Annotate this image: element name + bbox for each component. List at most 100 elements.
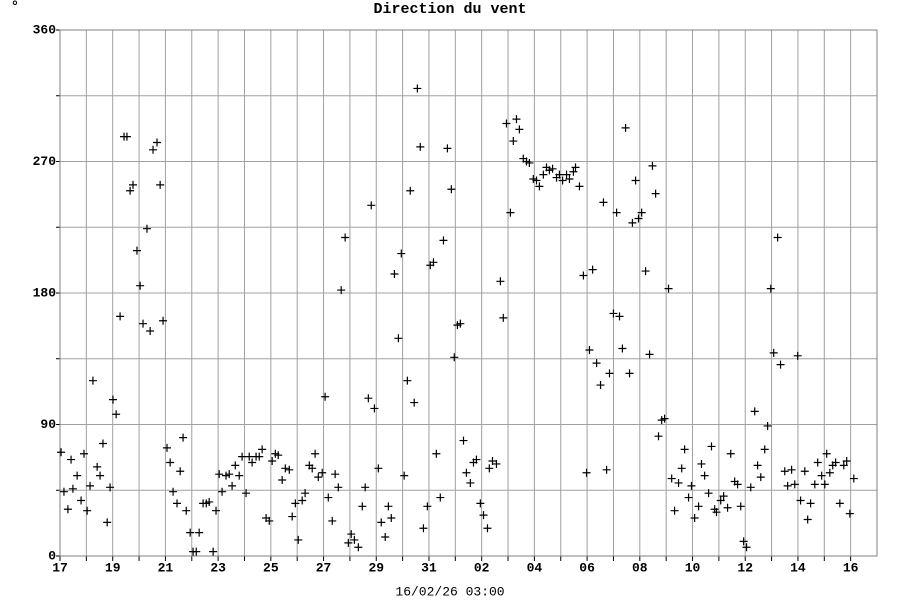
x-tick-label: 10: [685, 560, 701, 575]
marker: [456, 319, 465, 328]
marker: [621, 123, 630, 132]
marker: [555, 170, 564, 179]
marker: [742, 543, 751, 552]
marker: [83, 506, 92, 515]
marker: [479, 511, 488, 520]
x-tick-label: 12: [737, 560, 753, 575]
marker: [212, 506, 221, 515]
marker: [331, 470, 340, 479]
marker: [443, 144, 452, 153]
marker: [390, 270, 399, 279]
marker: [562, 170, 571, 179]
marker: [569, 167, 578, 176]
chart-title: Direction du vent: [373, 1, 526, 18]
marker: [637, 208, 646, 217]
marker: [592, 359, 601, 368]
marker: [793, 351, 802, 360]
marker: [235, 471, 244, 480]
marker: [680, 445, 689, 454]
marker: [476, 499, 485, 508]
marker: [381, 533, 390, 542]
marker: [228, 481, 237, 490]
marker: [654, 432, 663, 441]
marker: [142, 224, 151, 233]
x-tick-label: 25: [263, 560, 279, 575]
marker: [674, 478, 683, 487]
marker: [492, 459, 501, 468]
marker: [483, 524, 492, 533]
marker: [773, 233, 782, 242]
marker: [314, 473, 323, 482]
marker: [800, 467, 809, 476]
marker: [354, 543, 363, 552]
marker: [625, 369, 634, 378]
marker: [59, 487, 68, 496]
marker: [664, 284, 673, 293]
y-tick-label: 360: [33, 22, 57, 37]
marker: [166, 458, 175, 467]
marker: [694, 502, 703, 511]
marker: [112, 410, 121, 419]
marker: [515, 125, 524, 134]
marker: [502, 119, 511, 128]
marker: [707, 442, 716, 451]
marker: [618, 344, 627, 353]
marker: [667, 474, 676, 483]
marker: [532, 176, 541, 185]
x-tick-label: 21: [158, 560, 174, 575]
marker: [291, 499, 300, 508]
marker: [93, 462, 102, 471]
marker: [139, 319, 148, 328]
marker: [723, 503, 732, 512]
marker: [182, 506, 191, 515]
marker: [67, 455, 76, 464]
marker: [599, 198, 608, 207]
marker: [585, 345, 594, 354]
marker: [169, 487, 178, 496]
marker: [132, 246, 141, 255]
marker: [733, 480, 742, 489]
marker: [285, 465, 294, 474]
marker: [384, 502, 393, 511]
x-tick-label: 06: [579, 560, 595, 575]
marker: [700, 471, 709, 480]
marker: [766, 284, 775, 293]
marker: [588, 265, 597, 274]
marker: [248, 458, 257, 467]
marker: [265, 516, 274, 525]
marker: [615, 312, 624, 321]
marker: [641, 267, 650, 276]
marker: [318, 468, 327, 477]
marker: [571, 163, 580, 172]
x-tick-label: 16: [843, 560, 859, 575]
marker: [129, 180, 138, 189]
marker: [176, 467, 185, 476]
marker: [413, 84, 422, 93]
marker: [215, 470, 224, 479]
marker: [690, 514, 699, 523]
marker: [245, 452, 254, 461]
marker: [321, 392, 330, 401]
marker: [796, 496, 805, 505]
marker: [377, 518, 386, 527]
marker: [579, 271, 588, 280]
marker: [462, 468, 471, 477]
marker: [106, 483, 115, 492]
marker: [308, 464, 317, 473]
marker: [612, 208, 621, 217]
marker: [423, 502, 432, 511]
marker: [548, 164, 557, 173]
marker: [763, 421, 772, 430]
marker: [697, 459, 706, 468]
marker: [98, 439, 107, 448]
marker: [787, 465, 796, 474]
marker: [558, 176, 567, 185]
marker: [146, 326, 155, 335]
marker: [609, 309, 618, 318]
marker: [716, 496, 725, 505]
marker: [651, 189, 660, 198]
marker: [122, 132, 131, 141]
marker: [400, 471, 409, 480]
x-tick-label: 17: [52, 560, 68, 575]
